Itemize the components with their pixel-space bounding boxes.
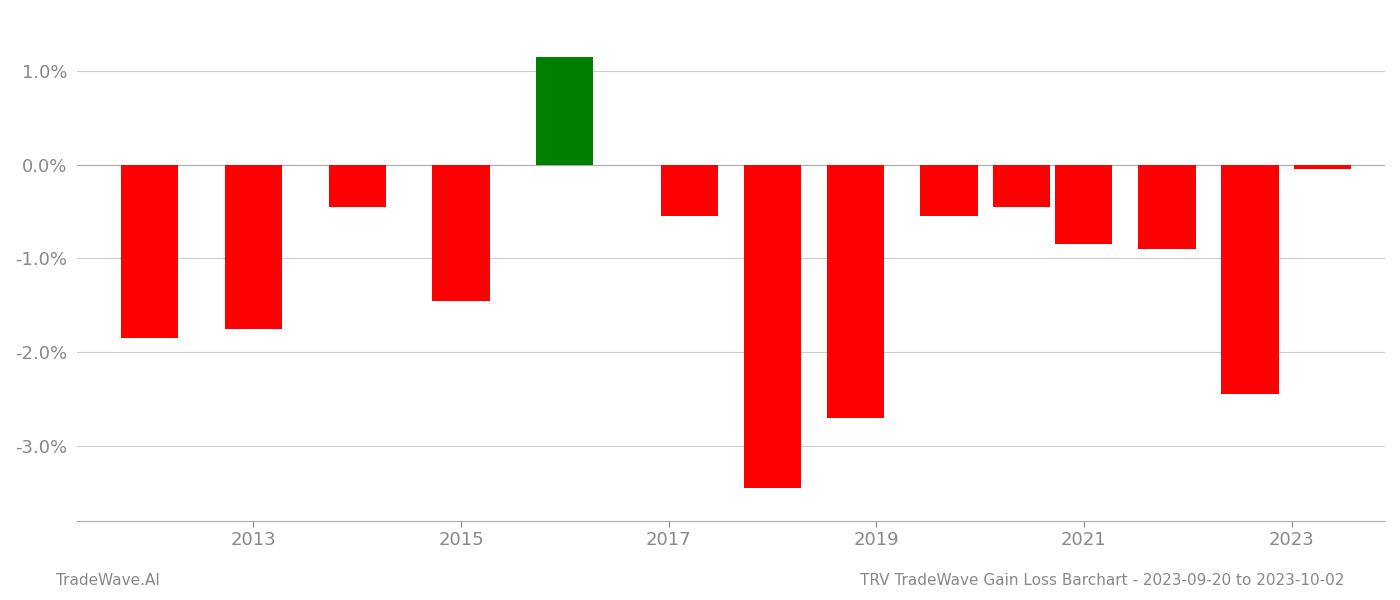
Bar bbox=[827, 165, 883, 418]
Bar bbox=[536, 57, 594, 165]
Bar bbox=[120, 165, 178, 338]
Bar bbox=[920, 165, 977, 216]
Bar bbox=[1138, 165, 1196, 249]
Bar bbox=[225, 165, 281, 329]
Bar bbox=[1221, 165, 1278, 394]
Bar bbox=[1294, 165, 1351, 169]
Bar bbox=[433, 165, 490, 301]
Bar bbox=[661, 165, 718, 216]
Bar bbox=[1056, 165, 1113, 244]
Bar bbox=[993, 165, 1050, 207]
Bar bbox=[329, 165, 386, 207]
Text: TRV TradeWave Gain Loss Barchart - 2023-09-20 to 2023-10-02: TRV TradeWave Gain Loss Barchart - 2023-… bbox=[860, 573, 1344, 588]
Text: TradeWave.AI: TradeWave.AI bbox=[56, 573, 160, 588]
Bar bbox=[743, 165, 801, 488]
